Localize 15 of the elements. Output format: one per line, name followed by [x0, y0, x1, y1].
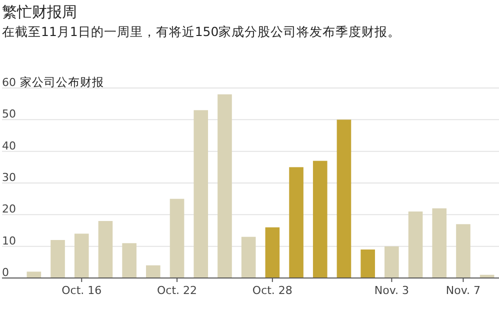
x-tick-label: Oct. 28 — [252, 284, 292, 297]
chart-subtitle: 在截至11月1日的一周里，有将近150家成分股公司将发布季度财报。 — [2, 24, 401, 39]
y-tick-label: 60 — [2, 76, 16, 89]
x-tick-label: Oct. 22 — [157, 284, 198, 297]
y-tick-label: 10 — [2, 234, 16, 248]
y-tick-label: 50 — [2, 108, 16, 121]
y-tick-label: 30 — [2, 171, 16, 184]
x-tick-label: Nov. 7 — [446, 284, 481, 297]
y-tick-label: 20 — [2, 202, 16, 216]
y-tick-label: 0 — [2, 266, 9, 279]
x-tick-label: Nov. 3 — [374, 284, 409, 297]
y-axis-title: 家公司公布财报 — [20, 75, 104, 89]
y-tick-label: 40 — [2, 139, 16, 152]
x-tick-label: Oct. 16 — [62, 284, 102, 297]
chart-title: 繁忙财报周 — [2, 3, 77, 21]
